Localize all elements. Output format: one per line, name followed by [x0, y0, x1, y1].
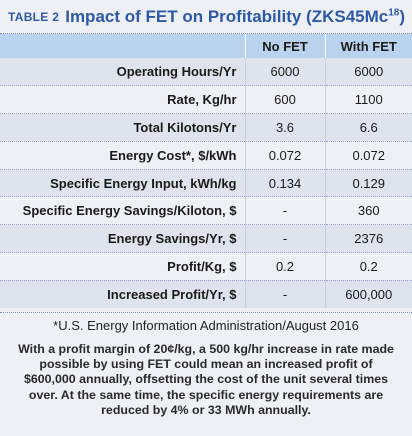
cell-with-fet: 2376	[324, 224, 412, 253]
profitability-table: No FET With FET Operating Hours/Yr 6000 60…	[0, 34, 412, 309]
row-label: Increased Profit/Yr, $	[0, 279, 245, 309]
table-title: Impact of FET on Profitability (ZKS45Mc1…	[65, 7, 399, 27]
footnote: *U.S. Energy Information Administration/…	[53, 318, 359, 333]
table-title-superscript: 18	[388, 6, 400, 18]
cell-no-fet: -	[244, 196, 325, 225]
divider	[0, 312, 412, 313]
table-row: Rate, Kg/hr 600 1100	[0, 85, 412, 114]
cell-no-fet: 3.6	[244, 113, 325, 142]
cell-no-fet: -	[244, 224, 325, 253]
cell-with-fet: 360	[324, 196, 412, 225]
cell-no-fet: 6000	[244, 58, 325, 86]
header-with-fet: With FET	[324, 34, 412, 58]
header-blank-cell	[0, 34, 245, 58]
cell-with-fet: 600,000	[324, 279, 412, 309]
table-row: Energy Savings/Yr, $ -2376	[0, 224, 412, 253]
cell-no-fet: 600	[244, 85, 325, 114]
table-title-bar: TABLE 2 Impact of FET on Profitability (…	[0, 0, 412, 34]
table-body: Operating Hours/Yr 6000 6000 Rate, Kg/hr 600…	[0, 58, 412, 309]
cell-with-fet: 0.2	[324, 252, 412, 281]
table-row: Increased Profit/Yr, $ -600,000	[0, 279, 412, 309]
cell-with-fet: 1100	[324, 85, 412, 114]
caption-note: With a profit margin of 20¢/kg, a 500 kg…	[18, 342, 394, 417]
row-label: Specific Energy Input, kWh/kg	[0, 168, 245, 197]
cell-with-fet: 0.129	[324, 168, 412, 197]
table-row: Operating Hours/Yr 6000 6000	[0, 58, 412, 86]
cell-no-fet: 0.2	[244, 252, 325, 281]
table-title-text: Impact of FET on Profitability (ZKS45Mc	[65, 6, 389, 26]
row-label: Energy Savings/Yr, $	[0, 224, 245, 253]
header-row: No FET With FET	[0, 34, 412, 58]
table-number: TABLE 2	[8, 9, 60, 24]
row-label: Operating Hours/Yr	[0, 58, 245, 86]
cell-with-fet: 6000	[324, 58, 412, 86]
row-label: Profit/Kg, $	[0, 252, 245, 281]
row-label: Energy Cost*, $/kWh	[0, 140, 245, 170]
cell-with-fet: 6.6	[324, 113, 412, 142]
table-row: Specific Energy Savings/Kiloton, $ -360	[0, 196, 412, 225]
cell-no-fet: 0.072	[244, 140, 325, 170]
row-label: Specific Energy Savings/Kiloton, $	[0, 196, 245, 225]
row-label: Total Kilotons/Yr	[0, 113, 245, 142]
table-title-end: )	[399, 6, 406, 26]
cell-no-fet: 0.134	[244, 168, 325, 197]
table-row: Energy Cost*, $/kWh 0.072 0.072	[0, 140, 412, 170]
table-row: Specific Energy Input, kWh/kg 0.134 0.129	[0, 168, 412, 197]
table-header: No FET With FET	[0, 34, 412, 58]
header-no-fet: No FET	[244, 34, 325, 58]
table-row: Profit/Kg, $0.2 0.2	[0, 252, 412, 281]
row-label: Rate, Kg/hr	[0, 85, 245, 114]
table-row: Total Kilotons/Yr 3.6 6.6	[0, 113, 412, 142]
cell-with-fet: 0.072	[324, 140, 412, 170]
cell-no-fet: -	[244, 279, 325, 309]
